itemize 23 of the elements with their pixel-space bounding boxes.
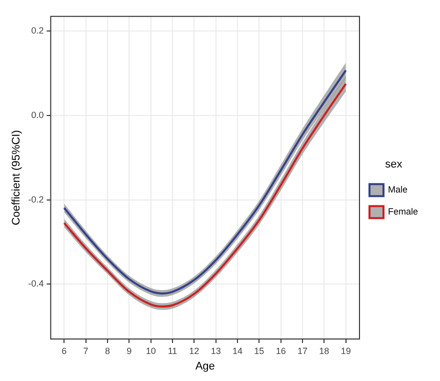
x-tick-label: 10	[146, 346, 156, 356]
y-tick-label: 0.0	[31, 110, 44, 120]
x-tick-label: 19	[340, 346, 351, 356]
y-axis-title: Coefficient (95%CI)	[10, 130, 23, 226]
y-tick-label: 0.2	[31, 26, 44, 36]
x-tick-label: 6	[62, 346, 67, 356]
x-tick-label: 8	[104, 346, 110, 356]
x-tick-label: 9	[126, 346, 132, 356]
x-tick-label: 13	[210, 346, 221, 356]
x-tick-label: 11	[168, 346, 178, 356]
x-tick-label: 15	[254, 346, 264, 356]
x-tick-label: 14	[232, 346, 242, 356]
legend-label: Female	[388, 206, 418, 217]
legend-title: sex	[385, 158, 403, 170]
x-axis-title: Age	[195, 360, 215, 372]
y-tick-label: -0.4	[28, 278, 44, 289]
x-tick-label: 7	[83, 346, 88, 356]
x-tick-label: 17	[297, 346, 308, 356]
y-tick-label: -0.2	[28, 194, 44, 204]
x-tick-label: 16	[276, 346, 286, 356]
x-tick-label: 18	[319, 346, 330, 356]
legend-label: Male	[388, 184, 408, 195]
x-tick-label: 12	[189, 346, 200, 356]
